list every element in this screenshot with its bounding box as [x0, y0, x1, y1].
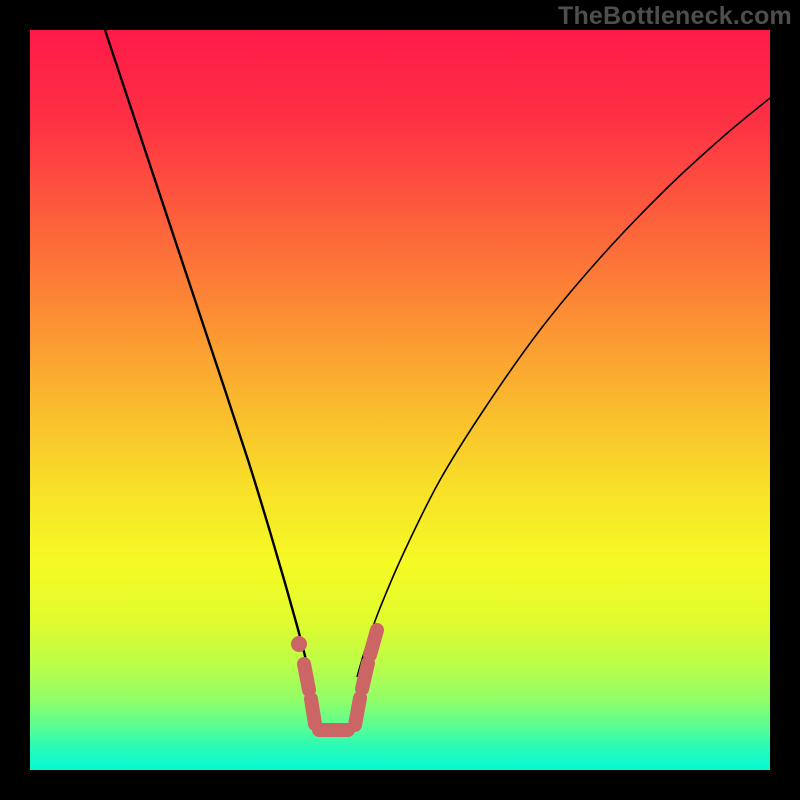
- plot-area: [30, 30, 770, 770]
- marker-dash: [304, 664, 309, 690]
- marker-dash: [355, 698, 360, 725]
- marker-dot: [291, 636, 307, 652]
- curve-layer: [30, 30, 770, 770]
- marker-dash: [311, 699, 315, 724]
- chart-container: TheBottleneck.com: [0, 0, 800, 800]
- marker-dash: [370, 630, 377, 655]
- marker-dash: [362, 663, 368, 689]
- watermark-text: TheBottleneck.com: [558, 2, 792, 31]
